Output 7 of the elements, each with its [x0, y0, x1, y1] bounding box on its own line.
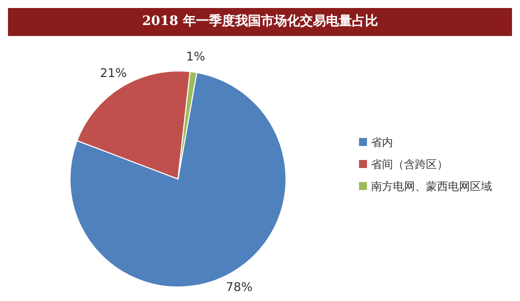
legend-label: 省内 — [371, 136, 393, 148]
chart-title: 2018 年一季度我国市场化交易电量占比 — [8, 8, 512, 36]
legend-label: 省间（含跨区） — [371, 158, 448, 170]
data-label: 78% — [226, 280, 253, 294]
data-label: 1% — [186, 49, 206, 64]
data-label: 21% — [100, 66, 127, 80]
legend-label: 南方电网、蒙西电网区域 — [371, 180, 492, 192]
